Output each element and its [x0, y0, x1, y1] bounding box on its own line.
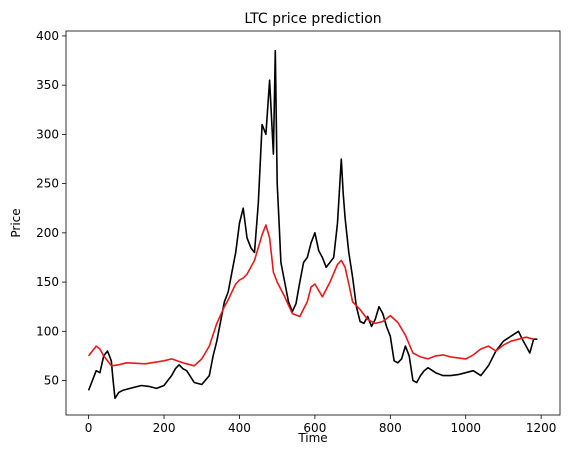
x-tick-label: 1200: [526, 421, 557, 435]
y-axis-ticks: 50 100 150 200 250 300 350 400: [36, 29, 66, 388]
x-tick-label: 1000: [450, 421, 481, 435]
x-axis-ticks: 0 200 400 600 800 1000 1200: [85, 415, 557, 435]
x-tick-label: 600: [303, 421, 326, 435]
y-tick-label: 100: [36, 324, 59, 338]
y-tick-label: 50: [44, 374, 59, 388]
series-line-2: [87, 224, 534, 367]
x-axis-label: Time: [297, 431, 327, 445]
y-tick-label: 300: [36, 127, 59, 141]
y-tick-label: 150: [36, 275, 59, 289]
x-tick-label: 200: [153, 421, 176, 435]
chart-title: LTC price prediction: [244, 11, 381, 27]
y-tick-label: 350: [36, 78, 59, 92]
x-tick-label: 800: [379, 421, 402, 435]
series-line-1: [87, 49, 538, 400]
x-tick-label: 0: [85, 421, 93, 435]
plot-frame: [65, 30, 561, 416]
y-axis-label: Price: [9, 208, 23, 237]
plot-area: [65, 30, 561, 416]
x-tick-label: 400: [228, 421, 251, 435]
y-tick-label: 400: [36, 29, 59, 43]
y-tick-label: 200: [36, 226, 59, 240]
y-tick-label: 250: [36, 177, 59, 191]
